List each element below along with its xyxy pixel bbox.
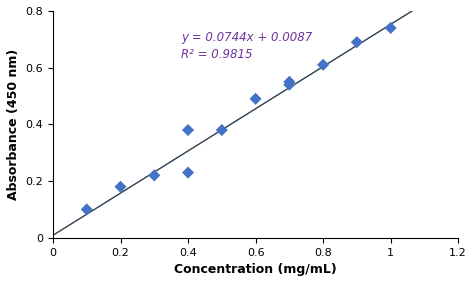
Point — [184, 170, 192, 175]
Point — [319, 63, 327, 67]
Point — [285, 80, 293, 84]
Text: R² = 0.9815: R² = 0.9815 — [181, 48, 253, 61]
Point — [387, 26, 394, 30]
Text: y = 0.0744x + 0.0087: y = 0.0744x + 0.0087 — [181, 31, 312, 44]
Point — [184, 128, 192, 132]
Point — [150, 173, 158, 178]
Point — [353, 40, 361, 44]
Point — [117, 185, 124, 189]
Point — [285, 82, 293, 87]
Point — [252, 97, 259, 101]
Y-axis label: Absorbance (450 nm): Absorbance (450 nm) — [7, 49, 20, 200]
Point — [83, 207, 91, 212]
Point — [218, 128, 226, 132]
X-axis label: Concentration (mg/mL): Concentration (mg/mL) — [174, 263, 337, 276]
